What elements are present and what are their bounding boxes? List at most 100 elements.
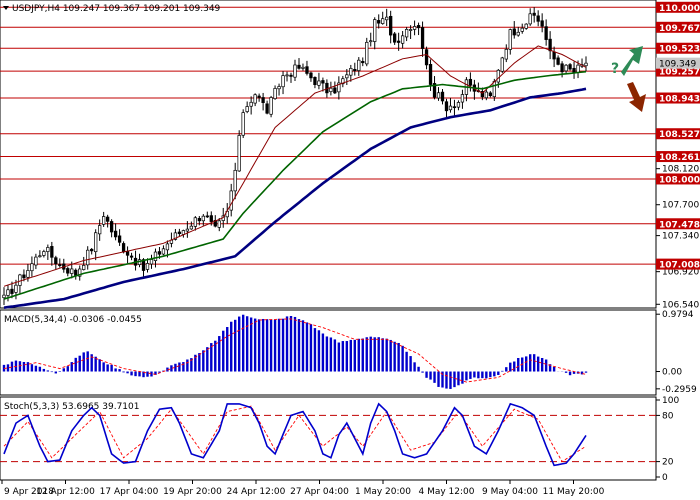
candle	[161, 245, 166, 256]
candle	[500, 56, 504, 73]
candle	[333, 81, 337, 95]
candle	[440, 89, 445, 105]
stoch-signal-line	[3, 405, 587, 463]
candle	[257, 93, 261, 102]
candle	[424, 46, 429, 70]
candle	[54, 255, 58, 270]
arrow-down-icon	[627, 82, 646, 112]
candle	[145, 258, 150, 273]
level-badge-label: 108.943	[659, 95, 700, 105]
candle	[389, 10, 393, 44]
candle	[305, 60, 309, 76]
candle	[281, 71, 285, 95]
candle	[117, 229, 122, 246]
x-tick-label: 9 Apr 2018	[4, 487, 54, 497]
candle	[460, 89, 465, 109]
candle	[86, 246, 90, 270]
candle	[381, 11, 385, 25]
candle	[353, 62, 357, 76]
stoch-main-line	[3, 402, 587, 467]
level-badge: 109.257	[656, 65, 700, 78]
candle	[404, 26, 409, 42]
x-tick-label: 1 May 20:00	[355, 487, 411, 497]
stoch-title: Stoch(5,3,3) 53.6965 39.7101	[4, 402, 139, 412]
level-badge-label: 108.527	[659, 130, 700, 140]
candle	[321, 77, 325, 92]
candle	[245, 101, 249, 114]
level-badge: 108.527	[656, 128, 700, 140]
candle	[94, 229, 98, 261]
y-tick-label: 106.540	[662, 300, 699, 310]
current-price-badge: 109.349	[656, 57, 700, 70]
candle	[444, 98, 449, 119]
candle	[273, 85, 277, 100]
x-tick-label: 19 Apr 20:00	[163, 487, 222, 497]
moving-average-line	[3, 70, 587, 300]
candle	[217, 218, 221, 232]
level-badge-label: 109.523	[659, 45, 700, 55]
candle	[229, 183, 233, 217]
candle	[185, 221, 190, 238]
candle	[98, 219, 102, 241]
candle	[82, 256, 86, 271]
macd-y-tick-label: 0.00	[662, 368, 682, 378]
y-tick-label: 107.700	[662, 201, 699, 211]
candle	[241, 109, 245, 139]
candle	[50, 241, 54, 266]
candle	[373, 17, 377, 50]
macd-title: MACD(5,34,4) -0.0306 -0.0455	[4, 315, 142, 325]
candle	[408, 25, 413, 39]
candle	[369, 32, 373, 47]
stoch-y-tick-label: 20	[662, 458, 674, 468]
candle	[317, 72, 321, 90]
candle	[396, 32, 401, 51]
level-badge-label: 107.008	[659, 261, 700, 271]
macd-y-tick-label: 0.9794	[662, 310, 694, 320]
candle	[349, 64, 353, 82]
level-badge: 109.767	[656, 21, 700, 34]
candle	[46, 244, 50, 260]
candle	[285, 71, 289, 82]
candle	[393, 31, 397, 45]
candle	[301, 63, 305, 71]
candle	[313, 76, 317, 89]
triangle-down-icon	[3, 6, 9, 10]
candle	[113, 223, 118, 241]
candle	[508, 28, 512, 55]
candle	[102, 211, 106, 227]
x-tick-label: 24 Apr 12:00	[227, 487, 286, 497]
symbol-ohlc-text: USDJPY,H4 109.247 109.367 109.201 109.34…	[12, 4, 221, 14]
level-badge: 107.008	[656, 258, 700, 271]
candle	[432, 76, 437, 100]
candle	[38, 250, 42, 258]
candle	[568, 63, 572, 71]
level-badge-label: 109.257	[659, 68, 700, 78]
y-tick-label: 107.340	[662, 232, 699, 242]
candle	[265, 100, 269, 115]
candle	[269, 95, 273, 118]
candle	[516, 26, 520, 37]
candle	[412, 20, 417, 36]
candle	[329, 81, 333, 96]
candle	[504, 44, 508, 63]
candle	[532, 7, 536, 23]
candle	[30, 256, 34, 277]
candle	[109, 219, 114, 238]
candle	[253, 93, 257, 107]
x-tick-label: 9 May 04:00	[482, 487, 538, 497]
candle	[297, 58, 301, 70]
candle	[377, 14, 381, 29]
level-badge-label: 107.478	[659, 220, 700, 230]
candle	[564, 63, 568, 73]
candle	[66, 266, 70, 277]
level-badge: 109.523	[656, 42, 700, 55]
stoch-y-tick-label: 100	[662, 396, 679, 406]
candle	[6, 285, 10, 302]
price-panel-frame	[0, 0, 657, 309]
candle	[345, 69, 349, 85]
candle	[540, 13, 544, 33]
candle	[261, 92, 265, 111]
candle	[341, 75, 345, 88]
